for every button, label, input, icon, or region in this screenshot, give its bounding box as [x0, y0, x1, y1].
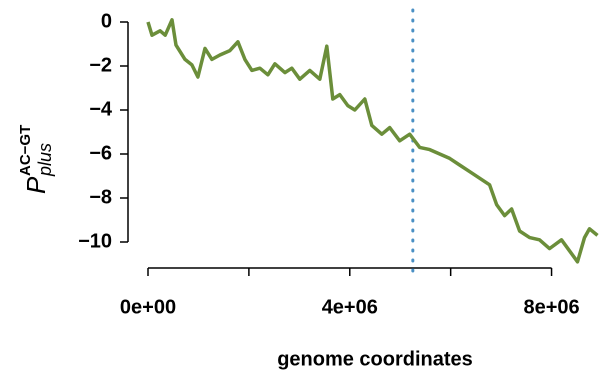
y-tick-label: −2 [89, 54, 112, 76]
y-tick-label: −8 [89, 186, 112, 208]
y-label-sup: AC−GT [17, 125, 34, 176]
y-axis-label: P plus AC−GT [17, 125, 55, 194]
x-axis-label: genome coordinates [277, 348, 473, 370]
x-tick-label: 4e+06 [322, 296, 378, 318]
x-tick-label: 0e+00 [120, 296, 176, 318]
y-tick-label: −10 [78, 230, 112, 252]
x-tick-label: 8e+06 [523, 296, 579, 318]
y-label-main: P [21, 176, 51, 194]
y-tick-label: −6 [89, 142, 112, 164]
y-tick-label: 0 [101, 10, 112, 32]
y-label-sub: plus [35, 143, 55, 177]
y-tick-label: −4 [89, 98, 113, 120]
data-line [146, 18, 599, 264]
